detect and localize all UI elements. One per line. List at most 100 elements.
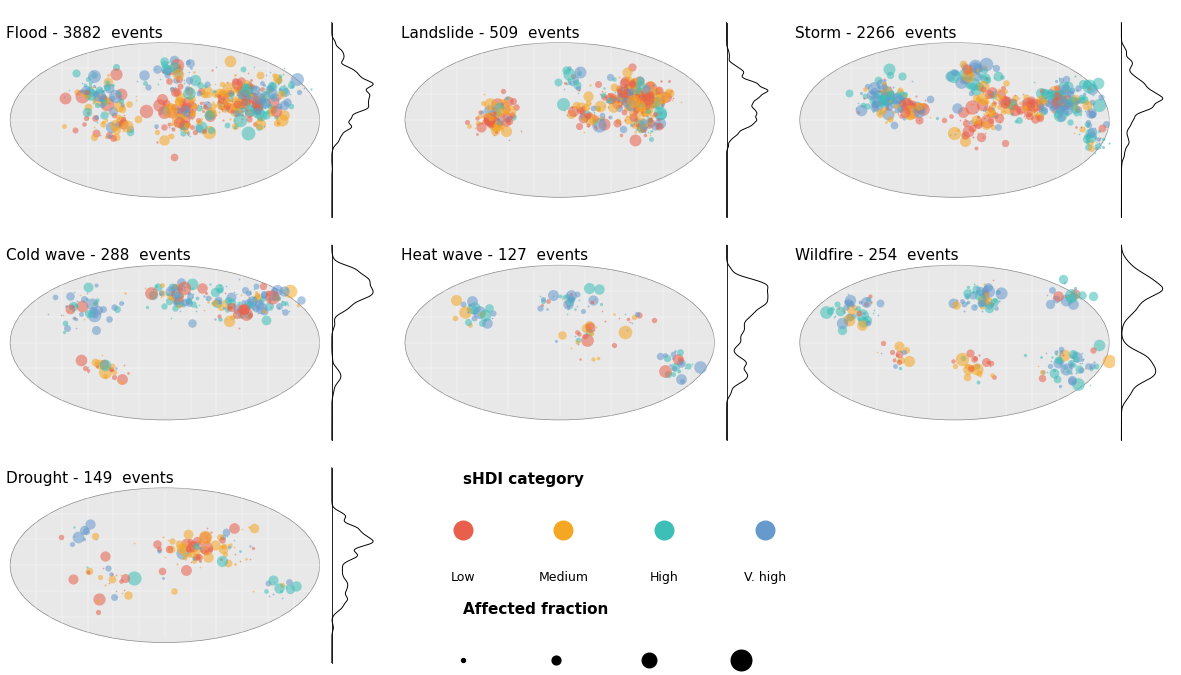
Point bbox=[1052, 74, 1071, 85]
Point bbox=[640, 114, 659, 125]
Point bbox=[561, 294, 580, 304]
Point bbox=[187, 293, 205, 304]
Point bbox=[492, 110, 511, 121]
Point bbox=[594, 118, 613, 129]
Point bbox=[676, 362, 694, 373]
Point bbox=[172, 104, 191, 115]
Point bbox=[279, 299, 298, 310]
Point bbox=[854, 99, 873, 110]
Point bbox=[834, 304, 853, 315]
Point bbox=[841, 312, 860, 323]
Point bbox=[642, 92, 661, 103]
Point bbox=[64, 313, 83, 323]
Point bbox=[83, 98, 102, 109]
Point bbox=[261, 106, 280, 117]
Point bbox=[637, 101, 655, 111]
Point bbox=[890, 94, 909, 105]
Point bbox=[183, 298, 202, 309]
Point bbox=[167, 290, 185, 300]
Point bbox=[91, 130, 110, 141]
Point bbox=[961, 69, 980, 80]
Point bbox=[637, 122, 655, 132]
Point bbox=[732, 655, 751, 666]
Point bbox=[605, 81, 624, 92]
Point bbox=[163, 281, 182, 292]
Point bbox=[63, 539, 81, 549]
Point bbox=[632, 94, 651, 105]
Point bbox=[183, 289, 202, 300]
Point bbox=[135, 282, 154, 293]
Point bbox=[637, 87, 655, 98]
Point bbox=[557, 308, 576, 319]
Point bbox=[1052, 107, 1071, 117]
Point bbox=[260, 294, 279, 305]
Point bbox=[574, 306, 593, 317]
Point bbox=[650, 119, 668, 130]
Point bbox=[270, 302, 289, 313]
Point bbox=[974, 278, 993, 289]
Point bbox=[1018, 100, 1037, 111]
Point bbox=[655, 350, 674, 360]
Point bbox=[967, 284, 986, 294]
Point bbox=[243, 81, 262, 92]
Point bbox=[967, 286, 986, 297]
Point bbox=[167, 290, 185, 301]
Point bbox=[239, 310, 257, 321]
Point bbox=[255, 97, 274, 108]
Point bbox=[642, 89, 661, 100]
Point bbox=[632, 87, 651, 98]
Point bbox=[165, 82, 184, 92]
Point bbox=[853, 310, 872, 321]
Point bbox=[180, 105, 198, 115]
Point bbox=[985, 98, 1004, 109]
Point bbox=[181, 82, 200, 93]
Point bbox=[168, 93, 187, 104]
Point bbox=[459, 121, 478, 132]
Point bbox=[162, 313, 181, 324]
Point bbox=[250, 92, 269, 103]
Point bbox=[168, 107, 187, 117]
Point bbox=[488, 99, 507, 109]
Point bbox=[183, 107, 202, 118]
Point bbox=[993, 72, 1012, 82]
Point bbox=[964, 287, 983, 298]
Point bbox=[111, 88, 130, 99]
Point bbox=[78, 361, 97, 372]
Point bbox=[1040, 90, 1059, 101]
Point bbox=[96, 580, 115, 591]
Ellipse shape bbox=[405, 43, 715, 197]
Point bbox=[198, 97, 217, 107]
Point bbox=[483, 313, 502, 323]
Point bbox=[967, 107, 986, 117]
Point bbox=[468, 113, 487, 124]
Point bbox=[220, 302, 239, 313]
Point bbox=[1003, 109, 1022, 120]
Point bbox=[483, 103, 502, 113]
Point bbox=[874, 92, 893, 103]
Point bbox=[1027, 107, 1046, 117]
Point bbox=[454, 655, 472, 666]
Point bbox=[1006, 115, 1025, 126]
Point bbox=[585, 324, 603, 335]
Point bbox=[977, 103, 996, 114]
Point bbox=[970, 350, 988, 360]
Point bbox=[671, 374, 690, 385]
Point bbox=[169, 535, 188, 546]
Point bbox=[875, 95, 894, 106]
Point bbox=[115, 109, 133, 120]
Point bbox=[233, 524, 252, 535]
Point bbox=[1055, 99, 1074, 110]
Point bbox=[168, 283, 187, 294]
Point bbox=[1031, 97, 1050, 108]
Point bbox=[890, 88, 909, 99]
Point bbox=[1065, 100, 1084, 111]
Point bbox=[211, 99, 230, 109]
Point bbox=[163, 107, 182, 117]
Point bbox=[578, 110, 596, 121]
Point bbox=[834, 312, 853, 323]
Point bbox=[178, 119, 197, 130]
Point bbox=[935, 115, 954, 126]
Text: Cold wave - 288  events: Cold wave - 288 events bbox=[6, 248, 190, 263]
Point bbox=[115, 359, 133, 370]
Point bbox=[268, 95, 287, 105]
